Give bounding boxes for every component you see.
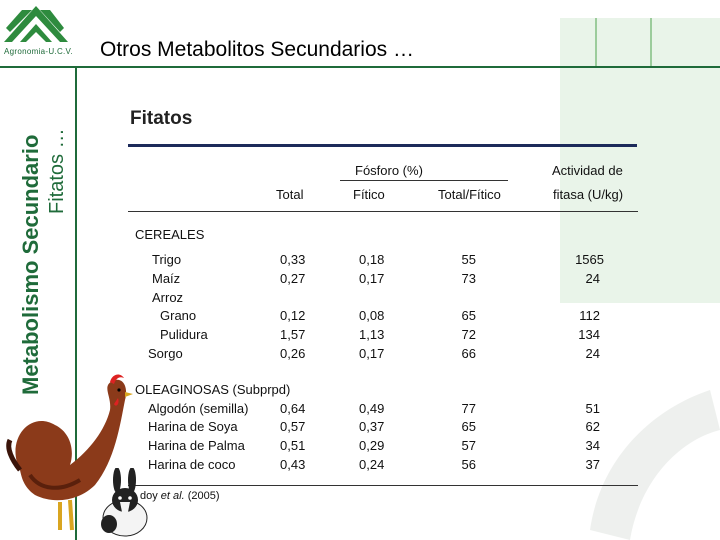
cell-ratio: 55: [461, 252, 476, 267]
table-bottom-rule: [128, 485, 638, 486]
cell-fitasa: 37: [585, 457, 600, 472]
cell-total: 0,51: [280, 438, 306, 453]
source-author: doy: [140, 490, 161, 502]
row-label: Harina de coco: [148, 457, 236, 472]
cell-ratio: 56: [461, 457, 476, 472]
cell-ratio: 72: [461, 327, 476, 342]
row-label: Harina de Soya: [148, 419, 238, 434]
cell-total: 0,43: [280, 457, 306, 472]
decorative-divider: [650, 18, 652, 68]
row-label: Arroz: [152, 290, 184, 305]
row-label: Harina de Palma: [148, 438, 245, 453]
slide-title: Otros Metabolitos Secundarios …: [100, 38, 414, 61]
col-header-ratio: Total/Fítico: [438, 187, 501, 202]
cell-total: 0,64: [280, 401, 306, 416]
section-title: Fitatos: [130, 108, 193, 129]
sidebar-rule: [75, 68, 77, 540]
cell-ratio: 57: [461, 438, 476, 453]
cell-total: 0,12: [280, 308, 306, 323]
activity-header-line1: Actividad de: [552, 163, 623, 178]
col-header-fitico: Fítico: [353, 187, 385, 202]
cell-total: 0,33: [280, 252, 306, 267]
cell-fitico: 0,37: [359, 419, 385, 434]
cell-fitasa: 62: [585, 419, 600, 434]
cell-total: 0,26: [280, 346, 306, 361]
cell-fitico: 0,17: [359, 346, 385, 361]
table-source: doy et al. (2005): [140, 490, 220, 502]
cell-ratio: 65: [461, 308, 476, 323]
cell-fitasa: 24: [585, 271, 600, 286]
group-header-rule: [340, 180, 508, 181]
col-header-total: Total: [276, 187, 304, 202]
vertical-topic-label: Metabolismo Secundario: [18, 134, 43, 395]
cell-ratio: 65: [461, 419, 476, 434]
cell-fitasa: 1565: [575, 252, 604, 267]
cell-fitico: 0,17: [359, 271, 385, 286]
rabbit-illustration: [101, 468, 148, 537]
activity-header-line2: fitasa (U/kg): [553, 187, 624, 202]
row-label: Sorgo: [148, 346, 183, 361]
cell-fitasa: 34: [585, 438, 600, 453]
cell-total: 0,27: [280, 271, 306, 286]
cell-fitico: 1,13: [359, 327, 385, 342]
decorative-divider: [595, 18, 597, 68]
row-label: Maíz: [152, 271, 181, 286]
watermark-graphic: [590, 390, 720, 540]
cell-fitico: 0,24: [359, 457, 385, 472]
logo-caption: Agronomia-U.C.V.: [4, 47, 73, 56]
cell-fitasa: 112: [579, 308, 600, 323]
hen-illustration: [6, 374, 133, 531]
cell-fitasa: 51: [585, 401, 600, 416]
row-label: Grano: [160, 308, 197, 323]
cell-ratio: 73: [461, 271, 476, 286]
cell-fitico: 0,18: [359, 252, 385, 267]
group-label-cereales: CEREALES: [135, 227, 205, 242]
vertical-subtopic-label: Fitatos …: [46, 128, 68, 214]
cell-fitico: 0,08: [359, 308, 385, 323]
header-bar: [0, 0, 720, 68]
cell-total: 1,57: [280, 327, 306, 342]
row-label: Algodón (semilla): [148, 401, 249, 416]
cell-ratio: 77: [461, 401, 476, 416]
cell-fitasa: 24: [585, 346, 600, 361]
source-etal: et al.: [160, 490, 185, 502]
phosphorus-group-header: Fósforo (%): [355, 163, 423, 178]
row-label: Pulidura: [160, 327, 208, 342]
group-label-oleaginosas: OLEAGINOSAS (Subprpd): [135, 382, 291, 397]
cell-ratio: 66: [461, 346, 476, 361]
cell-fitasa: 134: [578, 327, 600, 342]
source-year: (2005): [184, 490, 220, 502]
row-label: Trigo: [152, 252, 182, 267]
cell-total: 0,57: [280, 419, 306, 434]
cell-fitico: 0,49: [359, 401, 385, 416]
ucv-logo-icon: [4, 6, 68, 42]
table-header-rule: [128, 211, 638, 212]
table-top-rule: [128, 144, 637, 147]
cell-fitico: 0,29: [359, 438, 385, 453]
decorative-panel-top: [652, 18, 720, 68]
header-rule: [0, 66, 720, 68]
